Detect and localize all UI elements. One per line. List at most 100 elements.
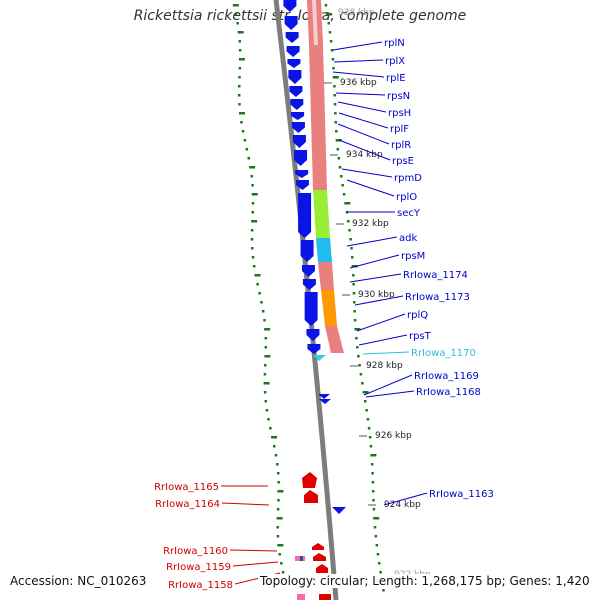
gc-skew-dot bbox=[375, 544, 379, 547]
gene-label[interactable]: rplF bbox=[390, 124, 409, 135]
gc-content-track-left bbox=[232, 4, 287, 583]
gc-skew-dot bbox=[373, 526, 377, 529]
forward-gene bbox=[306, 329, 320, 341]
gene-label[interactable]: rplO bbox=[396, 192, 417, 203]
gene-label[interactable]: RrIowa_1164 bbox=[155, 499, 220, 510]
gc-dot bbox=[267, 418, 270, 421]
gc-dot bbox=[250, 238, 254, 241]
forward-gene bbox=[290, 99, 304, 110]
tick-label: 928 kbp bbox=[366, 361, 403, 371]
gc-dot bbox=[247, 157, 251, 160]
gene-label[interactable]: rpsH bbox=[388, 108, 411, 119]
gc-skew-dot bbox=[351, 256, 354, 259]
gene-label[interactable]: adk bbox=[399, 233, 417, 244]
gc-skew-dot bbox=[367, 427, 371, 430]
gc-dot bbox=[274, 454, 278, 457]
gene-label[interactable]: rplR bbox=[391, 140, 411, 151]
gc-dot bbox=[258, 292, 261, 295]
gene-label[interactable]: rpsM bbox=[401, 251, 425, 262]
gc-dot bbox=[249, 166, 256, 169]
gene-label[interactable]: RrIowa_1174 bbox=[403, 270, 468, 281]
label-leader-line bbox=[332, 71, 385, 78]
gc-skew-dot bbox=[362, 391, 369, 394]
gc-dot bbox=[261, 310, 265, 313]
tick-label: 926 kbp bbox=[375, 431, 412, 441]
gene-label[interactable]: RrIowa_1168 bbox=[416, 387, 481, 398]
gene-label[interactable]: rplX bbox=[385, 56, 405, 67]
gc-skew-dot bbox=[356, 346, 359, 349]
reverse-gene-partial bbox=[319, 594, 331, 600]
forward-gene bbox=[285, 32, 299, 43]
cog-segment bbox=[313, 190, 330, 238]
gc-dot bbox=[250, 229, 254, 232]
gene-label[interactable]: RrIowa_1160 bbox=[163, 546, 228, 557]
gene-label[interactable]: RrIowa_1170 bbox=[411, 348, 476, 359]
gene-label[interactable]: rplN bbox=[384, 38, 405, 49]
gc-skew-dot bbox=[377, 562, 381, 565]
cog-segment bbox=[318, 262, 334, 290]
gc-skew-dot bbox=[330, 49, 334, 52]
gc-skew-dot bbox=[352, 274, 355, 277]
gene-label[interactable]: RrIowa_1165 bbox=[154, 482, 219, 493]
gc-skew-dot bbox=[354, 328, 361, 331]
gc-skew-dot bbox=[357, 355, 360, 358]
cog-segment bbox=[309, 45, 327, 190]
cog-segment bbox=[321, 290, 337, 326]
gc-skew-dot bbox=[353, 301, 356, 304]
gene-label[interactable]: RrIowa_1169 bbox=[414, 371, 479, 382]
gc-skew-dot bbox=[340, 175, 343, 178]
gc-skew-dot bbox=[371, 490, 375, 493]
gc-dot bbox=[264, 346, 268, 349]
gc-dot bbox=[250, 175, 253, 178]
label-leader-line bbox=[363, 374, 413, 396]
gc-skew-dot bbox=[352, 283, 355, 286]
reverse-gene-rriowa-1159 bbox=[313, 553, 326, 561]
gc-skew-dot bbox=[370, 454, 377, 457]
gc-dot bbox=[280, 562, 283, 565]
gene-label[interactable]: rpsN bbox=[387, 91, 410, 102]
gene-label[interactable]: rpmD bbox=[394, 173, 422, 184]
gc-skew-dot bbox=[332, 76, 339, 79]
forward-gene bbox=[304, 292, 318, 326]
gc-dot bbox=[251, 184, 254, 187]
gene-label[interactable]: RrIowa_1163 bbox=[429, 489, 494, 500]
gc-dot bbox=[237, 85, 241, 88]
forward-gene bbox=[295, 170, 309, 178]
gene-label[interactable]: RrIowa_1158 bbox=[168, 580, 233, 591]
rna-gene-rriowa-1170 bbox=[313, 355, 326, 361]
forward-gene bbox=[302, 279, 316, 290]
gene-label[interactable]: secY bbox=[397, 208, 421, 219]
gc-skew-dot bbox=[342, 193, 346, 196]
gc-dot bbox=[243, 139, 247, 142]
forward-gene-rriowa-1169 bbox=[318, 394, 330, 399]
gc-skew-track-right bbox=[324, 4, 387, 592]
gc-skew-dot bbox=[334, 112, 337, 115]
gc-dot bbox=[264, 364, 267, 367]
gc-dot bbox=[277, 490, 284, 493]
label-leader-line bbox=[362, 351, 410, 355]
label-leader-line bbox=[346, 179, 395, 197]
accession-text: Accession: NC_010263 bbox=[8, 574, 149, 588]
gene-label[interactable]: RrIowa_1159 bbox=[166, 562, 231, 573]
cog-segment bbox=[325, 326, 344, 353]
gc-skew-dot bbox=[355, 337, 358, 340]
forward-gene bbox=[294, 150, 308, 166]
gene-label[interactable]: RrIowa_1173 bbox=[405, 292, 470, 303]
label-leader-line bbox=[221, 502, 270, 506]
gc-dot bbox=[264, 328, 271, 331]
gene-label[interactable]: rplE bbox=[386, 73, 406, 84]
gc-dot bbox=[263, 382, 270, 385]
gene-label[interactable]: rplQ bbox=[407, 310, 428, 321]
forward-gene bbox=[289, 86, 303, 97]
tick-label: 932 kbp bbox=[352, 219, 389, 229]
gc-dot bbox=[281, 571, 285, 574]
gc-skew-dot bbox=[345, 211, 349, 214]
gc-dot bbox=[260, 301, 263, 304]
gene-label[interactable]: rpsT bbox=[409, 331, 432, 342]
gc-skew-dot bbox=[353, 310, 356, 313]
gene-label[interactable]: rpsE bbox=[392, 156, 414, 167]
gc-dot bbox=[277, 499, 280, 502]
forward-gene bbox=[307, 344, 321, 354]
gc-dot bbox=[237, 31, 244, 34]
forward-gene-rriowa-1168 bbox=[319, 399, 331, 404]
